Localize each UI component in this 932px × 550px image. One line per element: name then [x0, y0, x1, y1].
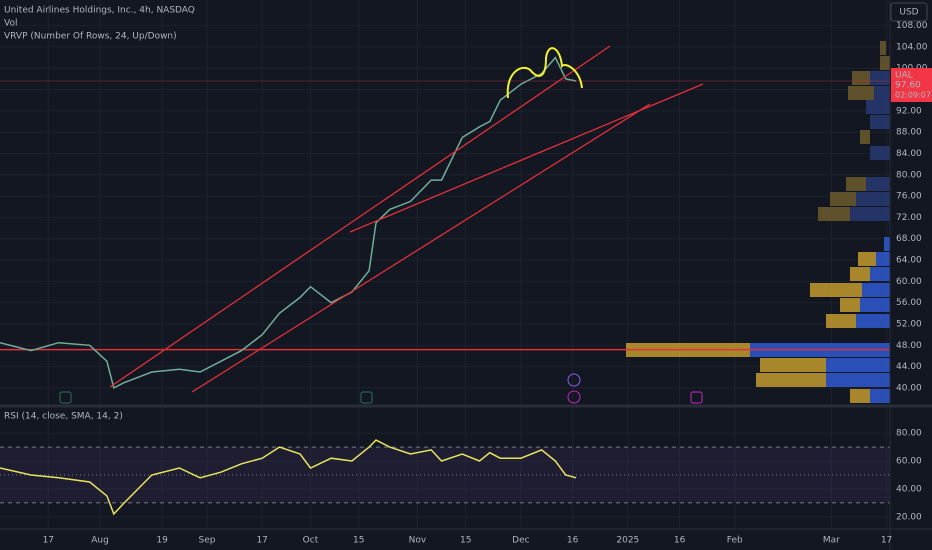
- trendline: [349, 83, 704, 233]
- y-tick-label: 108.00: [896, 21, 928, 31]
- vp-up: [876, 252, 890, 266]
- y-tick-label: 40.00: [896, 484, 922, 494]
- trendline: [191, 103, 651, 393]
- earnings-icon: [59, 391, 72, 404]
- vp-down: [860, 130, 870, 144]
- x-tick-label: Nov: [409, 536, 427, 546]
- countdown-label: 02:09:07: [895, 91, 931, 100]
- vp-down: [826, 314, 856, 328]
- y-tick-label: 92.00: [896, 106, 922, 116]
- trendlines: [109, 45, 704, 393]
- currency-button[interactable]: [890, 2, 928, 22]
- indicator-label: RSI (14, close, SMA, 14, 2): [4, 412, 123, 422]
- vp-down: [760, 358, 826, 372]
- y-tick-label: 20.00: [896, 512, 922, 522]
- vp-up: [866, 177, 890, 191]
- x-tick-label: 16: [674, 536, 686, 546]
- price-line: [0, 56, 577, 389]
- y-tick-label: 80.00: [896, 429, 922, 439]
- event-icon: [567, 373, 581, 387]
- x-tick-label: 15: [353, 536, 364, 546]
- vp-down: [850, 389, 870, 403]
- y-tick-label: 88.00: [896, 128, 922, 138]
- x-tick-label: Feb: [727, 536, 743, 546]
- x-tick-label: Oct: [303, 536, 319, 546]
- x-tick-label: Dec: [512, 536, 529, 546]
- y-tick-label: 40.00: [896, 383, 922, 393]
- vp-up: [860, 298, 890, 312]
- price-tag: [891, 68, 932, 102]
- x-tick-label: 17: [881, 536, 892, 546]
- vp-down: [848, 86, 874, 100]
- y-tick-label: 104.00: [896, 42, 928, 52]
- vp-down: [850, 267, 870, 281]
- vp-up: [826, 373, 890, 387]
- event-icon: [567, 390, 581, 404]
- vp-down: [830, 192, 856, 206]
- symbol-label: UAL: [895, 71, 913, 81]
- plot: [0, 56, 890, 516]
- y-tick-label: 52.00: [896, 320, 922, 330]
- x-tick-label: Mar: [823, 536, 840, 546]
- x-tick-label: 19: [156, 536, 168, 546]
- y-tick-label: 48.00: [896, 341, 922, 351]
- vp-up: [884, 237, 890, 251]
- vp-up: [870, 71, 890, 85]
- x-tick-label: 17: [256, 536, 267, 546]
- vp-up: [856, 192, 890, 206]
- y-tick-label: 84.00: [896, 149, 922, 159]
- currency-label[interactable]: USD: [899, 8, 918, 18]
- y-tick-label: 80.00: [896, 170, 922, 180]
- vp-up: [866, 100, 890, 114]
- earnings-icon: [690, 391, 703, 404]
- x-tick-label: 15: [460, 536, 471, 546]
- vp-down: [858, 252, 876, 266]
- last-price-label: 97.60: [895, 81, 921, 91]
- indicator-label: Vol: [4, 19, 17, 29]
- y-tick-label: 56.00: [896, 298, 922, 308]
- vp-down: [810, 283, 862, 297]
- x-tick-label: 16: [567, 536, 579, 546]
- vp-down: [880, 56, 890, 70]
- earnings-markers: [59, 373, 703, 404]
- x-tick-label: 2025: [616, 536, 639, 546]
- y-tick-label: 76.00: [896, 192, 922, 202]
- vp-up: [826, 358, 890, 372]
- vp-down: [846, 177, 866, 191]
- vp-up: [862, 283, 890, 297]
- x-tick-label: Aug: [91, 536, 109, 546]
- indicator-label: VRVP (Number Of Rows, 24, Up/Down): [4, 32, 177, 42]
- chart-title: United Airlines Holdings, Inc., 4h, NASD…: [4, 6, 195, 16]
- vp-up: [870, 389, 890, 403]
- y-tick-label: 44.00: [896, 362, 922, 372]
- vp-down: [852, 71, 870, 85]
- vp-down: [818, 207, 850, 221]
- y-tick-label: 60.00: [896, 277, 922, 287]
- earnings-icon: [360, 391, 373, 404]
- vp-up: [870, 267, 890, 281]
- vp-down: [880, 41, 886, 55]
- y-tick-label: 64.00: [896, 256, 922, 266]
- price-line: [0, 439, 577, 516]
- y-tick-label: 60.00: [896, 457, 922, 467]
- vp-down: [756, 373, 826, 387]
- vp-up: [850, 207, 890, 221]
- vp-up: [856, 314, 890, 328]
- y-tick-label: 72.00: [896, 213, 922, 223]
- vp-up: [870, 146, 890, 160]
- hand-drawn-scribble: [506, 47, 583, 99]
- vp-up: [870, 115, 890, 129]
- x-tick-label: Sep: [198, 536, 215, 546]
- trendline: [109, 45, 611, 388]
- y-tick-label: 68.00: [896, 234, 922, 244]
- vp-down: [840, 298, 860, 312]
- vp-up: [874, 86, 890, 100]
- x-tick-label: 17: [43, 536, 54, 546]
